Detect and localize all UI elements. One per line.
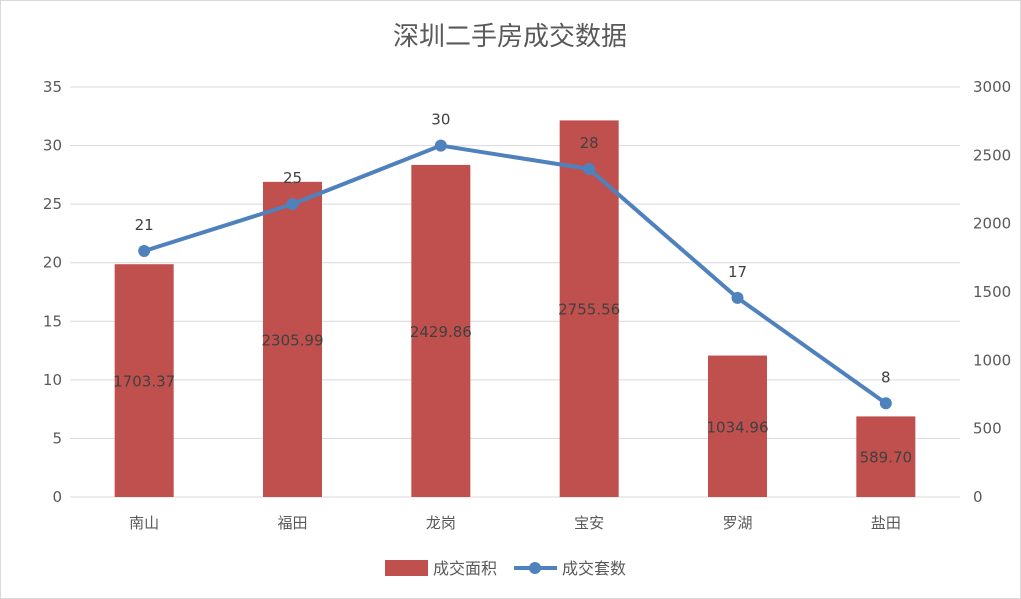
bar-series [114, 120, 916, 498]
bar [708, 355, 767, 497]
left-tick-label: 35 [43, 78, 62, 96]
line-data-label: 21 [135, 216, 154, 234]
line-data-label: 28 [580, 134, 599, 152]
chart-title: 深圳二手房成交数据 [393, 22, 627, 52]
legend-label-bar: 成交面积 [433, 559, 497, 578]
line-series [138, 139, 892, 410]
left-tick-label: 15 [43, 312, 62, 330]
bar [559, 120, 619, 497]
right-tick-label: 2500 [973, 146, 1011, 164]
bar-data-label: 2755.56 [558, 301, 620, 319]
right-tick-label: 0 [973, 488, 983, 506]
right-axis-ticks: 0 500 1000 1500 2000 2500 3000 [973, 78, 1011, 506]
category-label: 龙岗 [426, 514, 456, 532]
bar-data-labels: 1703.37 2305.99 2429.86 2755.56 1034.96 589.7… [113, 301, 912, 467]
bar [114, 264, 174, 497]
line-data-label: 30 [431, 111, 450, 129]
legend: 成交面积 成交套数 [385, 559, 626, 578]
line-point [434, 139, 447, 152]
bar [263, 181, 322, 498]
left-tick-label: 5 [52, 429, 62, 447]
line-data-label: 25 [283, 169, 302, 187]
line-point [138, 245, 151, 257]
left-tick-label: 10 [43, 371, 62, 389]
bar-data-label: 2305.99 [261, 331, 323, 349]
right-tick-label: 500 [973, 420, 1002, 438]
line-point [879, 397, 892, 410]
gridlines [70, 86, 960, 498]
left-tick-label: 0 [52, 488, 62, 506]
line-point [731, 291, 744, 304]
line-data-labels: 21 25 30 28 17 8 [135, 111, 891, 387]
line-data-label: 8 [881, 368, 891, 386]
right-tick-label: 2000 [973, 215, 1011, 233]
left-tick-label: 30 [43, 137, 62, 155]
left-tick-label: 25 [43, 195, 62, 213]
category-label: 福田 [277, 514, 307, 532]
category-label: 盐田 [871, 514, 901, 532]
right-tick-label: 3000 [973, 78, 1011, 96]
left-tick-label: 20 [43, 254, 62, 272]
line-point [286, 198, 299, 211]
legend-swatch-bar [385, 560, 428, 576]
bar [411, 164, 471, 497]
series-line [143, 143, 887, 405]
line-data-label: 17 [728, 263, 747, 281]
bar-data-label: 2429.86 [410, 323, 472, 341]
left-axis-ticks: 0 5 10 15 20 25 30 35 [43, 78, 62, 506]
category-axis-labels: 南山 福田 龙岗 宝安 罗湖 盐田 [129, 514, 901, 532]
bar-data-label: 1034.96 [706, 418, 768, 436]
category-label: 南山 [129, 514, 159, 532]
right-tick-label: 1500 [973, 283, 1011, 301]
bar [856, 416, 916, 497]
bar-data-label: 589.70 [860, 449, 913, 467]
category-label: 罗湖 [722, 514, 752, 532]
legend-swatch-marker [529, 562, 541, 574]
category-label: 宝安 [574, 514, 604, 532]
bar-data-label: 1703.37 [113, 373, 175, 391]
legend-label-line: 成交套数 [562, 559, 626, 578]
line-point [583, 163, 596, 175]
right-tick-label: 1000 [973, 351, 1011, 369]
